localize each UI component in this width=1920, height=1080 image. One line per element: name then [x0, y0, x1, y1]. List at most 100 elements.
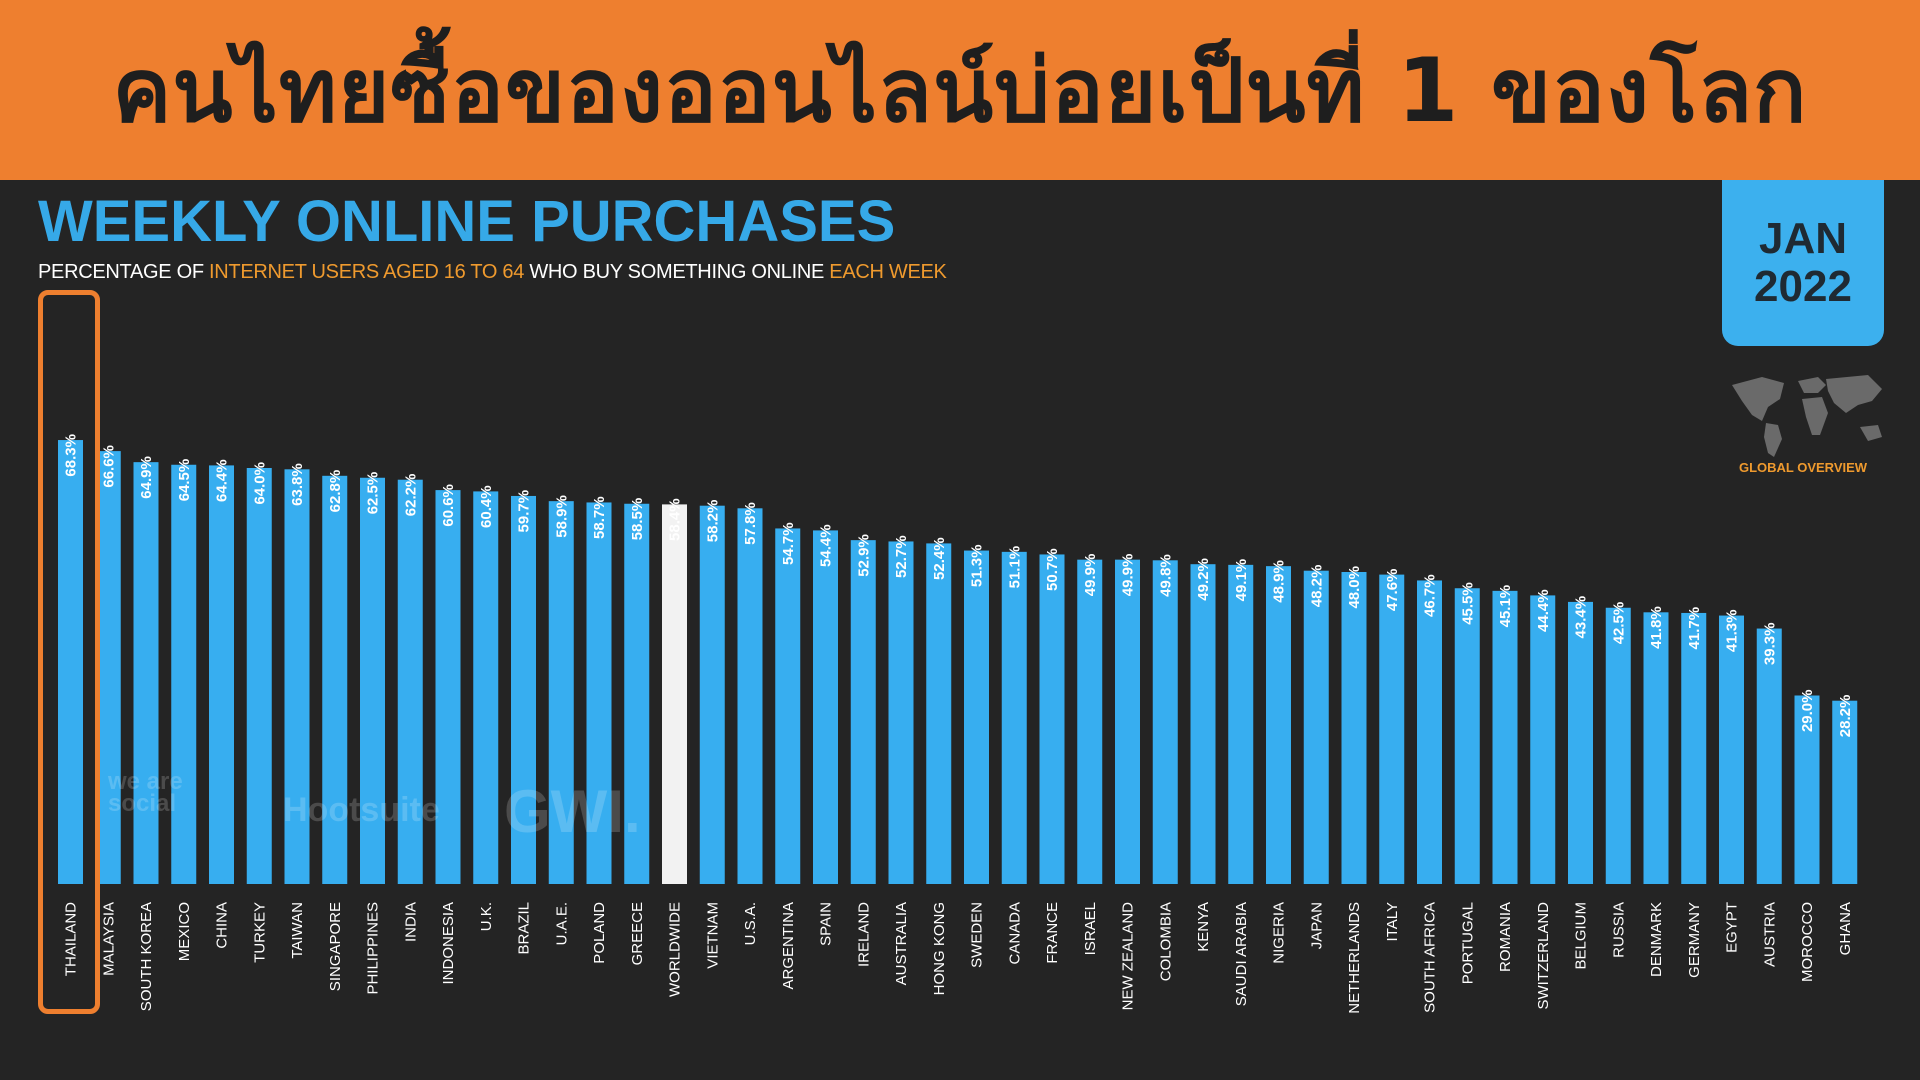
- value-label-vietnam: 58.2%: [704, 500, 721, 543]
- value-label-nigeria: 48.9%: [1271, 560, 1288, 603]
- value-label-netherlands: 48.0%: [1346, 566, 1363, 609]
- category-label-thailand: THAILAND: [63, 902, 80, 976]
- category-label-new-zealand: NEW ZEALAND: [1120, 902, 1137, 1011]
- category-label-sweden: SWEDEN: [969, 902, 986, 968]
- value-label-italy: 47.6%: [1384, 569, 1401, 612]
- bar-taiwan: [284, 469, 310, 884]
- category-label-france: FRANCE: [1044, 902, 1061, 964]
- bar-u-a-e: [548, 501, 574, 884]
- watermarks: we are social Hootsuite GWI.: [108, 765, 668, 846]
- subtitle-part-3: WHO BUY SOMETHING ONLINE: [524, 261, 830, 283]
- value-label-saudi-arabia: 49.1%: [1233, 559, 1250, 602]
- value-label-china: 64.4%: [214, 459, 231, 502]
- category-label-russia: RUSSIA: [1610, 902, 1627, 958]
- value-label-poland: 58.7%: [591, 496, 608, 539]
- value-label-singapore: 62.8%: [327, 470, 344, 513]
- category-label-morocco: MOROCCO: [1799, 902, 1816, 982]
- bar-netherlands: [1341, 572, 1367, 884]
- bar-germany: [1681, 612, 1707, 884]
- value-label-spain: 54.4%: [818, 524, 835, 567]
- category-label-ghana: GHANA: [1837, 902, 1854, 955]
- bar-thailand: [58, 440, 83, 884]
- category-label-greece: GREECE: [629, 902, 646, 965]
- date-badge: JAN 2022: [1722, 180, 1884, 346]
- bar-israel: [1077, 559, 1103, 884]
- value-label-u-k: 60.4%: [478, 485, 495, 528]
- bar-egypt: [1719, 615, 1744, 884]
- bar-singapore: [322, 475, 348, 884]
- value-label-canada: 51.1%: [1006, 546, 1023, 589]
- bar-sweden: [964, 550, 989, 884]
- category-label-australia: AUSTRALIA: [893, 902, 910, 985]
- category-label-colombia: COLOMBIA: [1157, 902, 1174, 981]
- category-label-singapore: SINGAPORE: [327, 902, 344, 991]
- bar-russia: [1605, 607, 1631, 884]
- thailand-highlight-box: [38, 290, 100, 1014]
- subtitle-part-1: PERCENTAGE OF: [38, 261, 210, 283]
- category-label-worldwide: WORLDWIDE: [667, 902, 684, 997]
- value-label-hong-kong: 52.4%: [931, 537, 948, 580]
- bar-portugal: [1454, 588, 1480, 884]
- category-label-china: CHINA: [214, 902, 231, 949]
- date-year: 2022: [1754, 262, 1852, 311]
- bar-denmark: [1643, 612, 1669, 884]
- bar-u-s-a: [737, 508, 763, 884]
- value-label-egypt: 41.3%: [1724, 610, 1741, 653]
- category-label-netherlands: NETHERLANDS: [1346, 902, 1363, 1014]
- value-label-kenya: 49.2%: [1195, 558, 1212, 601]
- value-label-belgium: 43.4%: [1573, 596, 1590, 639]
- category-label-spain: SPAIN: [818, 902, 835, 946]
- value-label-worldwide: 58.4%: [667, 498, 684, 541]
- value-label-new-zealand: 49.9%: [1120, 554, 1137, 597]
- category-label-italy: ITALY: [1384, 902, 1401, 941]
- value-label-brazil: 59.7%: [516, 490, 533, 533]
- value-label-turkey: 64.0%: [251, 462, 268, 505]
- bar-turkey: [246, 468, 272, 884]
- value-label-russia: 42.5%: [1610, 602, 1627, 645]
- category-label-mexico: MEXICO: [176, 902, 193, 961]
- bar-indonesia: [435, 490, 461, 884]
- world-map-icon: [1722, 365, 1892, 475]
- category-label-argentina: ARGENTINA: [780, 902, 797, 990]
- chart-subtitle: PERCENTAGE OF INTERNET USERS AGED 16 TO …: [38, 261, 947, 284]
- bar-brazil: [511, 495, 536, 884]
- bar-philippines: [360, 477, 385, 884]
- category-label-nigeria: NIGERIA: [1271, 902, 1288, 964]
- value-label-romania: 45.1%: [1497, 585, 1514, 628]
- category-label-kenya: KENYA: [1195, 902, 1212, 952]
- category-label-denmark: DENMARK: [1648, 902, 1665, 977]
- value-label-france: 50.7%: [1044, 548, 1061, 591]
- subtitle-part-4: EACH WEEK: [829, 261, 947, 283]
- value-label-ireland: 52.9%: [855, 534, 872, 577]
- category-label-u-a-e: U.A.E.: [553, 902, 570, 945]
- value-label-germany: 41.7%: [1686, 607, 1703, 650]
- category-label-portugal: PORTUGAL: [1459, 902, 1476, 984]
- bar-new-zealand: [1115, 559, 1140, 884]
- value-label-u-s-a: 57.8%: [742, 502, 759, 545]
- value-label-malaysia: 66.6%: [100, 445, 117, 488]
- category-label-u-k: U.K.: [478, 902, 495, 931]
- bar-saudi-arabia: [1228, 564, 1254, 884]
- value-label-mexico: 64.5%: [176, 459, 193, 502]
- bar-china: [209, 465, 234, 884]
- value-label-switzerland: 44.4%: [1535, 589, 1552, 632]
- category-label-canada: CANADA: [1006, 902, 1023, 965]
- value-label-israel: 49.9%: [1082, 554, 1099, 597]
- category-label-turkey: TURKEY: [251, 902, 268, 963]
- value-label-south-africa: 46.7%: [1422, 574, 1439, 617]
- value-label-colombia: 49.8%: [1157, 554, 1174, 597]
- bar-vietnam: [699, 505, 725, 884]
- category-label-taiwan: TAIWAN: [289, 902, 306, 959]
- bar-mexico: [171, 464, 197, 884]
- bar-ireland: [850, 540, 876, 884]
- bar-india: [397, 479, 423, 884]
- value-label-taiwan: 63.8%: [289, 463, 306, 506]
- bar-greece: [624, 503, 650, 884]
- category-label-israel: ISRAEL: [1082, 902, 1099, 955]
- bar-austria: [1756, 628, 1782, 884]
- banner: คนไทยซื้อของออนไลน์บ่อยเป็นที่ 1 ของโลก: [0, 0, 1920, 180]
- category-label-south-africa: SOUTH AFRICA: [1422, 902, 1439, 1013]
- value-label-austria: 39.3%: [1761, 623, 1778, 666]
- chart-title: WEEKLY ONLINE PURCHASES: [38, 189, 896, 254]
